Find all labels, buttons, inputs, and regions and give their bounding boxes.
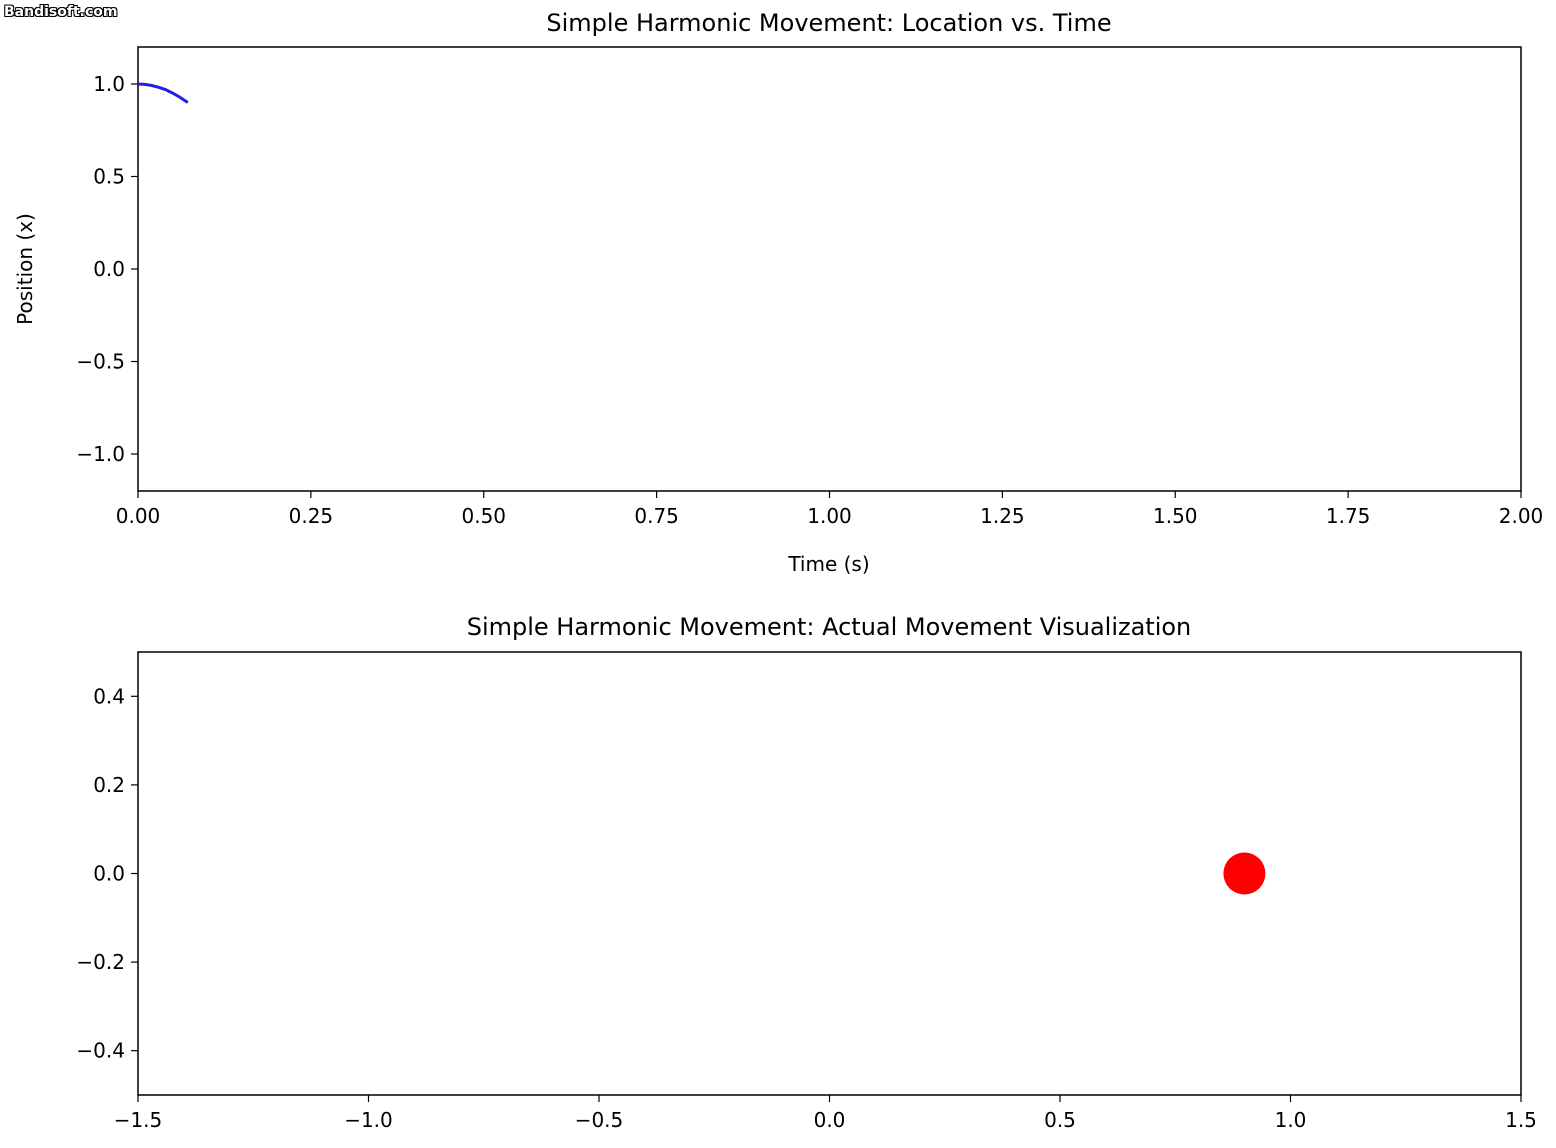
x-tick-label: −1.0 [344, 1108, 393, 1132]
position-time-chart: Simple Harmonic Movement: Location vs. T… [13, 9, 1543, 576]
chart-1-x-axis: 0.00 0.25 0.50 0.75 1.00 1.25 1.50 1.75 2.00 [116, 491, 1544, 528]
x-tick-label: 2.00 [1499, 504, 1544, 528]
y-tick-label: 0.0 [93, 862, 125, 886]
y-tick-label: 0.5 [93, 165, 125, 189]
x-tick-label: 1.25 [980, 504, 1025, 528]
x-tick-label: 1.0 [1275, 1108, 1307, 1132]
x-tick-label: 0.5 [1044, 1108, 1076, 1132]
chart-1-plot-area [137, 46, 1522, 492]
y-tick-label: 1.0 [93, 72, 125, 96]
y-tick-label: −0.4 [76, 1039, 125, 1063]
x-tick-label: 0.50 [461, 504, 506, 528]
chart-2-x-axis: −1.5 −1.0 −0.5 0.0 0.5 1.0 1.5 [114, 1095, 1537, 1132]
chart-1-series [137, 82, 189, 104]
chart-2-y-axis: 0.4 0.2 0.0 −0.2 −0.4 [76, 684, 138, 1063]
y-tick-label: 0.4 [93, 684, 125, 708]
chart-2-title: Simple Harmonic Movement: Actual Movemen… [467, 613, 1192, 641]
chart-1-title: Simple Harmonic Movement: Location vs. T… [546, 9, 1111, 37]
x-tick-label: −1.5 [114, 1108, 163, 1132]
chart-1-x-axis-label: Time (s) [787, 552, 869, 576]
x-tick-label: 0.0 [814, 1108, 846, 1132]
x-tick-label: 0.25 [289, 504, 334, 528]
movement-visualization-chart: Simple Harmonic Movement: Actual Movemen… [76, 613, 1536, 1132]
y-tick-label: −1.0 [76, 442, 125, 466]
x-tick-label: 1.00 [807, 504, 852, 528]
x-tick-label: 1.50 [1153, 504, 1198, 528]
chart-1-y-axis-label: Position (x) [13, 213, 37, 325]
chart-1-y-axis: 1.0 0.5 0.0 −0.5 −1.0 [76, 72, 138, 466]
y-tick-label: 0.0 [93, 257, 125, 281]
x-tick-label: 1.5 [1505, 1108, 1537, 1132]
chart-2-series [1223, 852, 1266, 895]
x-tick-label: 0.75 [634, 504, 679, 528]
y-tick-label: 0.2 [93, 773, 125, 797]
x-tick-label: −0.5 [575, 1108, 624, 1132]
position-series-line [137, 82, 189, 104]
chart-2-plot-area [137, 651, 1522, 1096]
y-tick-label: −0.5 [76, 350, 125, 374]
x-tick-label: 0.00 [116, 504, 161, 528]
watermark-logo: Bandisoft.com [4, 4, 118, 20]
y-tick-label: −0.2 [76, 950, 125, 974]
mass-marker [1223, 852, 1266, 895]
x-tick-label: 1.75 [1326, 504, 1371, 528]
